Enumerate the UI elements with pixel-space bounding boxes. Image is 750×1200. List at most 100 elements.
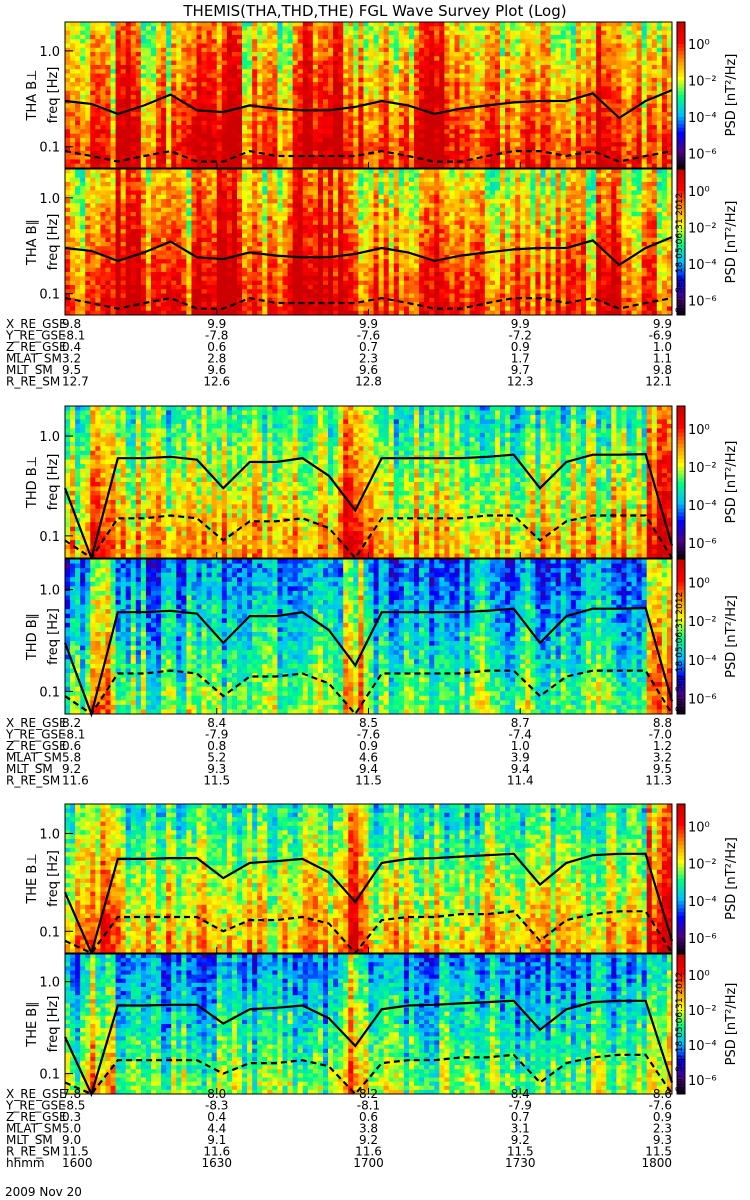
spectrogram-cell bbox=[318, 65, 323, 70]
spectrogram-cell bbox=[399, 31, 404, 36]
spectrogram-cell bbox=[186, 31, 191, 36]
spectrogram-cell bbox=[424, 142, 429, 147]
spectrogram-cell bbox=[465, 112, 470, 117]
spectrogram-cell bbox=[652, 125, 657, 130]
spectrogram-cell bbox=[131, 134, 136, 139]
spectrogram-cell bbox=[475, 82, 480, 87]
spectrogram-cell bbox=[237, 48, 242, 53]
spectrogram-cell bbox=[126, 199, 131, 204]
spectrogram-cell bbox=[277, 142, 282, 147]
spectrogram-cell bbox=[272, 125, 277, 130]
spectrogram-cell bbox=[212, 116, 217, 121]
spectrogram-cell bbox=[197, 22, 202, 27]
spectrogram-cell bbox=[202, 112, 207, 117]
spectrogram-cell bbox=[136, 31, 141, 36]
spectrogram-cell bbox=[444, 155, 449, 160]
spectrogram-cell bbox=[141, 78, 146, 83]
spectrogram-cell bbox=[100, 35, 105, 40]
spectrogram-cell bbox=[465, 69, 470, 74]
spectrogram-cell bbox=[566, 31, 571, 36]
spectrogram-cell bbox=[363, 22, 368, 27]
spectrogram-cell bbox=[237, 86, 242, 91]
spectrogram-cell bbox=[414, 43, 419, 48]
spectrogram-cell bbox=[576, 134, 581, 139]
spectrogram-cell bbox=[637, 142, 642, 147]
spectrogram-cell bbox=[171, 31, 176, 36]
spectrogram-cell bbox=[348, 26, 353, 31]
spectrogram-cell bbox=[161, 61, 166, 66]
spectrogram-cell bbox=[298, 112, 303, 117]
spectrogram-cell bbox=[232, 78, 237, 83]
spectrogram-cell bbox=[65, 182, 70, 187]
spectrogram-cell bbox=[611, 22, 616, 27]
spectrogram-cell bbox=[85, 95, 90, 100]
spectrogram-cell bbox=[242, 26, 247, 31]
spectrogram-cell bbox=[227, 74, 232, 79]
spectrogram-cell bbox=[449, 104, 454, 109]
spectrogram-cell bbox=[141, 306, 146, 311]
spectrogram-cell bbox=[348, 142, 353, 147]
spectrogram-cell bbox=[298, 69, 303, 74]
spectrogram-cell bbox=[566, 116, 571, 121]
spectrogram-cell bbox=[500, 35, 505, 40]
spectrogram-cell bbox=[303, 69, 308, 74]
spectrogram-cell bbox=[166, 178, 171, 183]
spectrogram-cell bbox=[626, 61, 631, 66]
spectrogram-cell bbox=[601, 159, 606, 164]
spectrogram-cell bbox=[176, 199, 181, 204]
spectrogram-cell bbox=[434, 43, 439, 48]
spectrogram-cell bbox=[181, 52, 186, 57]
spectrogram-cell bbox=[318, 91, 323, 96]
spectrogram-cell bbox=[576, 116, 581, 121]
spectrogram-cell bbox=[252, 69, 257, 74]
spectrogram-cell bbox=[561, 48, 566, 53]
spectrogram-cell bbox=[126, 65, 131, 70]
spectrogram-cell bbox=[601, 39, 606, 44]
spectrogram-cell bbox=[136, 86, 141, 91]
spectrogram-cell bbox=[126, 138, 131, 143]
spectrogram-cell bbox=[288, 86, 293, 91]
spectrogram-cell bbox=[434, 22, 439, 27]
spectrogram-cell bbox=[95, 169, 100, 174]
spectrogram-cell bbox=[131, 129, 136, 134]
spectrogram-cell bbox=[100, 112, 105, 117]
spectrogram-cell bbox=[394, 61, 399, 66]
spectrogram-cell bbox=[394, 35, 399, 40]
spectrogram-cell bbox=[207, 39, 212, 44]
spectrogram-cell bbox=[283, 95, 288, 100]
spectrogram-cell bbox=[176, 108, 181, 113]
spectrogram-cell bbox=[652, 134, 657, 139]
spectrogram-cell bbox=[267, 56, 272, 61]
spectrogram-cell bbox=[500, 108, 505, 113]
spectrogram-cell bbox=[121, 104, 126, 109]
spectrogram-cell bbox=[70, 285, 75, 290]
spectrogram-cell bbox=[65, 225, 70, 230]
spectrogram-cell bbox=[247, 61, 252, 66]
spectrogram-cell bbox=[75, 182, 80, 187]
spectrogram-cell bbox=[247, 26, 252, 31]
spectrogram-cell bbox=[171, 78, 176, 83]
spectrogram-cell bbox=[424, 138, 429, 143]
spectrogram-cell bbox=[657, 31, 662, 36]
spectrogram-cell bbox=[70, 104, 75, 109]
spectrogram-cell bbox=[439, 31, 444, 36]
spectrogram-cell bbox=[176, 255, 181, 260]
spectrogram-cell bbox=[626, 43, 631, 48]
spectrogram-cell bbox=[434, 116, 439, 121]
spectrogram-cell bbox=[374, 104, 379, 109]
spectrogram-cell bbox=[252, 43, 257, 48]
spectrogram-cell bbox=[323, 69, 328, 74]
spectrogram-cell bbox=[520, 69, 525, 74]
spectrogram-cell bbox=[369, 95, 374, 100]
spectrogram-cell bbox=[257, 112, 262, 117]
spectrogram-cell bbox=[616, 138, 621, 143]
spectrogram-cell bbox=[197, 104, 202, 109]
spectrogram-cell bbox=[652, 99, 657, 104]
spectrogram-cell bbox=[156, 203, 161, 208]
spectrogram-cell bbox=[298, 48, 303, 53]
spectrogram-cell bbox=[596, 48, 601, 53]
spectrogram-cell bbox=[540, 155, 545, 160]
spectrogram-cell bbox=[358, 142, 363, 147]
spectrogram-cell bbox=[80, 74, 85, 79]
spectrogram-cell bbox=[202, 142, 207, 147]
